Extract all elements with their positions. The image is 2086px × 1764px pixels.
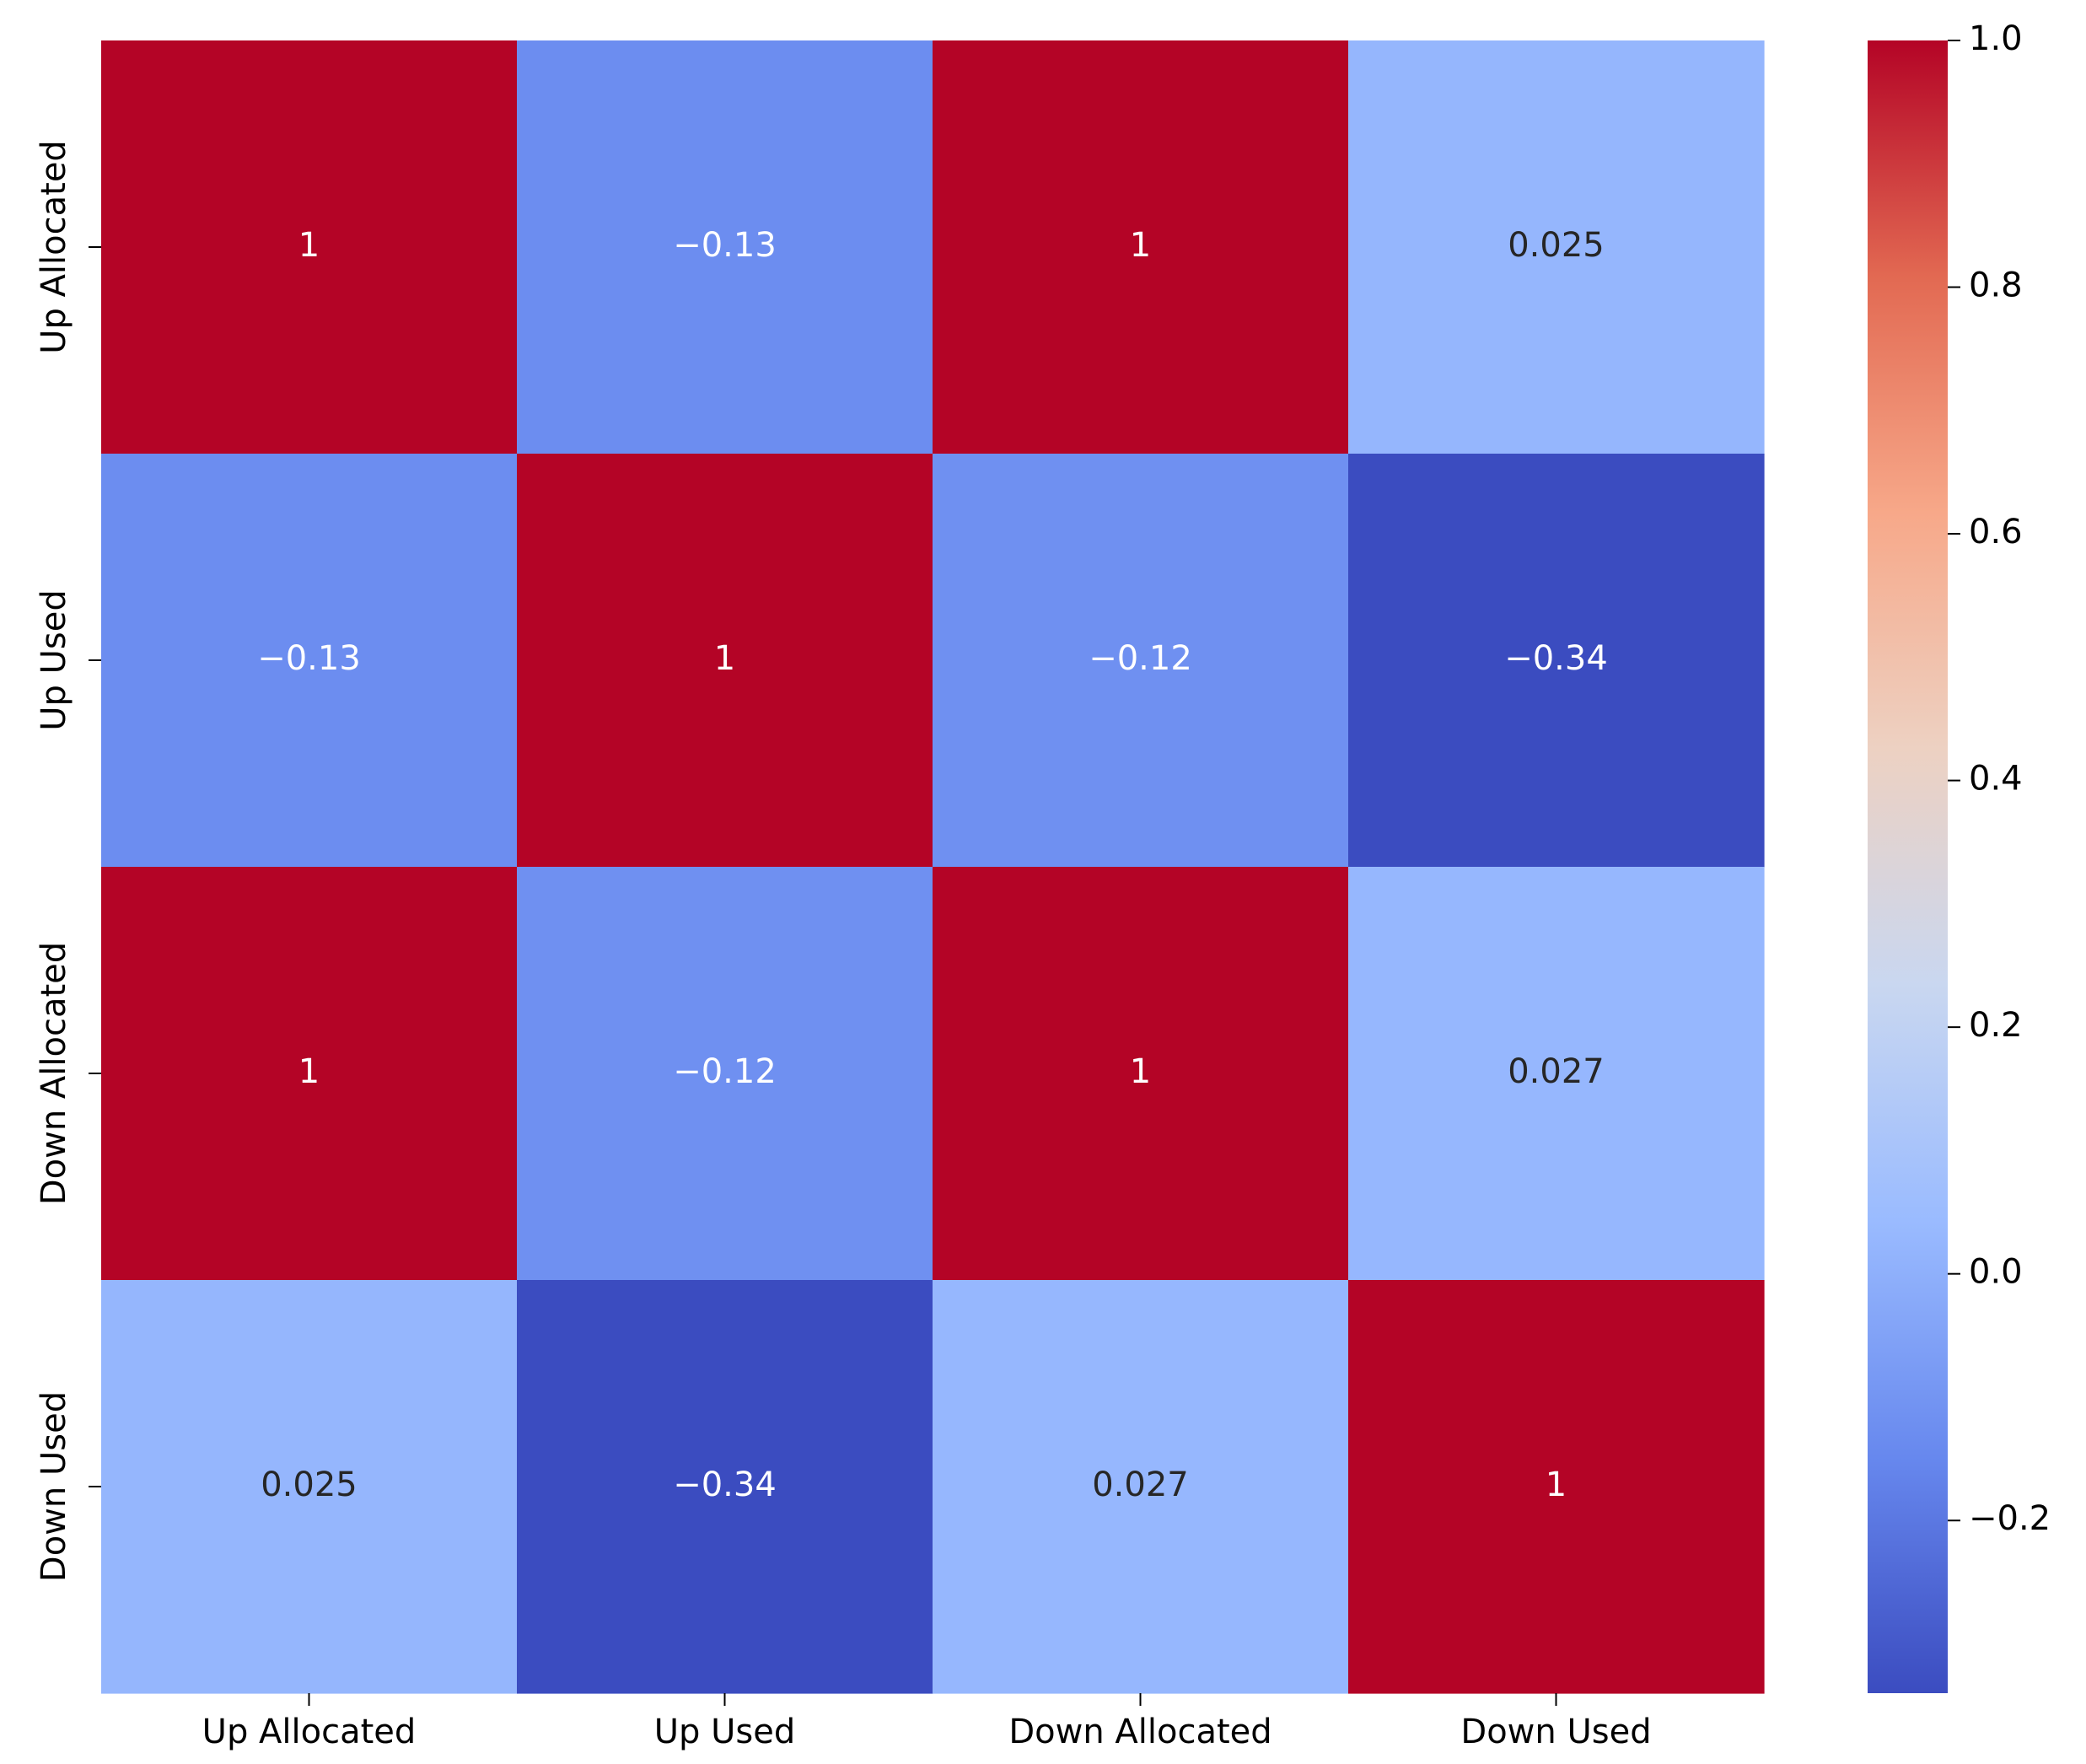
heatmap-cell: [933, 1280, 1349, 1694]
heatmap-cell: [101, 867, 518, 1281]
heatmap-cell: [933, 40, 1349, 454]
heatmap-cell: [1348, 867, 1765, 1281]
cell-annotation: 0.025: [261, 1466, 358, 1504]
cell-annotation: −0.34: [673, 1466, 777, 1504]
x-tick-label: Up Used: [654, 1713, 796, 1751]
heatmap-cell: [517, 1280, 933, 1694]
heatmap-cell: [1348, 454, 1765, 868]
colorbar-tick-label: 0.0: [1969, 1253, 2023, 1292]
cell-annotation: −0.34: [1504, 639, 1608, 678]
heatmap-cell: [1348, 40, 1765, 454]
heatmap-cell: [933, 454, 1349, 868]
heatmap-cells: [101, 40, 1765, 1694]
cell-annotation: 0.027: [1508, 1052, 1605, 1091]
cell-annotation: −0.13: [257, 639, 361, 678]
x-axis: Up Allocated Up Used Down Allocated Down Us…: [202, 1693, 1652, 1751]
colorbar: 1.0 0.8 0.6 0.4 0.2 0.0 −0.2: [1868, 19, 2051, 1693]
cell-annotation: 1: [298, 1052, 320, 1091]
cell-annotations: 1 −0.13 1 0.025 −0.13 1 −0.12 −0.34 1 −0.12 1 0.027…: [257, 226, 1608, 1504]
heatmap-cell: [101, 454, 518, 868]
heatmap-cell: [517, 40, 933, 454]
heatmap-cell: [1348, 1280, 1765, 1694]
cell-annotation: 1: [1546, 1466, 1567, 1504]
cell-annotation: 1: [1130, 1052, 1151, 1091]
cell-annotation: 0.025: [1508, 226, 1605, 265]
colorbar-tick-label: 0.8: [1969, 266, 2023, 305]
colorbar-tick-label: 0.6: [1969, 513, 2023, 551]
cell-annotation: 1: [714, 639, 735, 678]
x-tick-label: Up Allocated: [202, 1713, 417, 1751]
y-axis: Up Allocated Up Used Down Allocated Down Us…: [35, 140, 101, 1582]
x-tick-label: Down Used: [1460, 1713, 1651, 1751]
heatmap-cell: [517, 867, 933, 1281]
colorbar-gradient: [1868, 40, 1948, 1693]
cell-annotation: 1: [298, 226, 320, 265]
colorbar-tick-label: −0.2: [1969, 1499, 2051, 1538]
cell-annotation: −0.12: [1089, 639, 1192, 678]
x-tick-label: Down Allocated: [1008, 1713, 1271, 1751]
y-tick-label: Up Used: [35, 589, 73, 731]
cell-annotation: 1: [1130, 226, 1151, 265]
cell-annotation: −0.13: [673, 226, 777, 265]
heatmap-cell: [101, 40, 518, 454]
colorbar-tick-label: 1.0: [1969, 19, 2023, 58]
cell-annotation: −0.12: [673, 1052, 777, 1091]
colorbar-tick-label: 0.2: [1969, 1006, 2023, 1045]
cell-annotation: 0.027: [1092, 1466, 1189, 1504]
y-tick-label: Down Used: [35, 1391, 73, 1582]
y-tick-label: Up Allocated: [35, 140, 73, 354]
heatmap-cell: [101, 1280, 518, 1694]
y-tick-label: Down Allocated: [35, 942, 73, 1205]
colorbar-tick-label: 0.4: [1969, 760, 2023, 799]
heatmap-cell: [517, 454, 933, 868]
heatmap-cell: [933, 867, 1349, 1281]
